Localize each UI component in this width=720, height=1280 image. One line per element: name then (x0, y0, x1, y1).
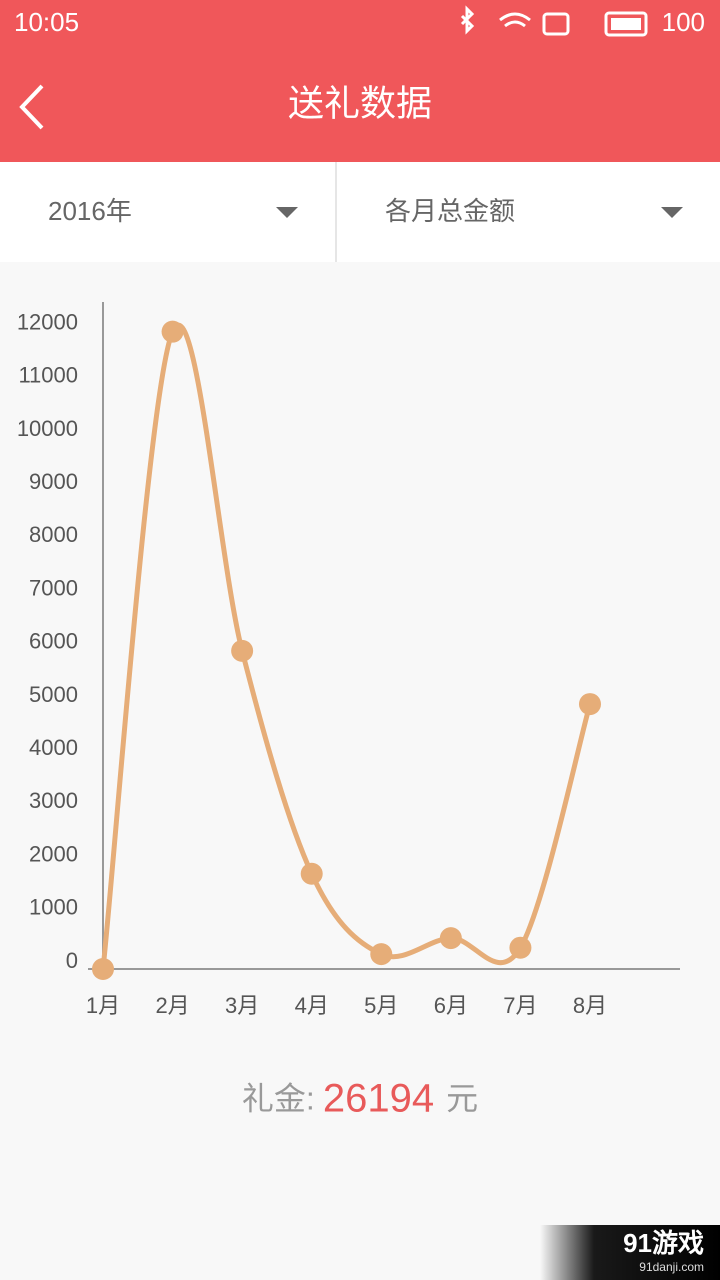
y-tick-label: 12000 (17, 309, 78, 334)
point (509, 936, 532, 959)
y-tick-label: 0 (66, 948, 78, 973)
point (300, 862, 323, 885)
x-tick-label: 5月 (364, 993, 398, 1018)
watermark-logo: 91游戏 (623, 1228, 704, 1258)
point (161, 320, 184, 343)
year-dropdown[interactable]: 2016年 (48, 196, 298, 226)
page-title: 送礼数据 (288, 83, 432, 124)
app-bar (0, 0, 720, 162)
point (578, 693, 601, 716)
dropdown-arrow (661, 207, 683, 218)
watermark-site: 91danji.com (639, 1260, 704, 1274)
x-tick-label: 4月 (295, 993, 329, 1018)
summary-label: 礼金: (242, 1080, 315, 1116)
y-tick-label: 2000 (29, 841, 78, 866)
y-tick-label: 3000 (29, 788, 78, 813)
metric-filter: 各月总金额 (385, 196, 515, 226)
summary-unit: 元 (446, 1080, 478, 1116)
metric-dropdown[interactable]: 各月总金额 (385, 196, 683, 226)
x-tick-label: 7月 (503, 993, 537, 1018)
watermark-bg (540, 1225, 720, 1280)
x-tick-label: 1月 (86, 993, 120, 1018)
x-tick-label: 8月 (573, 993, 607, 1018)
y-tick-label: 6000 (29, 629, 78, 654)
x-tick-label: 6月 (434, 993, 468, 1018)
x-tick-label: 2月 (155, 993, 189, 1018)
y-tick-label: 7000 (29, 575, 78, 600)
status-time: 10:05 (14, 7, 79, 37)
status-battery: 100 (662, 7, 705, 37)
point (439, 927, 462, 950)
year-filter: 2016年 (48, 196, 132, 226)
y-tick-label: 4000 (29, 735, 78, 760)
y-tick-label: 8000 (29, 522, 78, 547)
status-icons (460, 5, 648, 37)
x-tick-label: 3月 (225, 993, 259, 1018)
y-tick-label: 10000 (17, 416, 78, 441)
line (100, 322, 593, 970)
point (370, 943, 393, 966)
point (92, 958, 114, 980)
dropdown-arrow (276, 207, 298, 218)
back-button[interactable] (19, 84, 44, 130)
point (231, 639, 254, 662)
summary-total: 26194 (323, 1077, 434, 1121)
filter-bar (0, 162, 720, 262)
y-tick-label: 1000 (29, 895, 78, 920)
y-tick-label: 9000 (29, 469, 78, 494)
y-tick-label: 5000 (29, 682, 78, 707)
y-tick-label: 11000 (18, 363, 78, 388)
